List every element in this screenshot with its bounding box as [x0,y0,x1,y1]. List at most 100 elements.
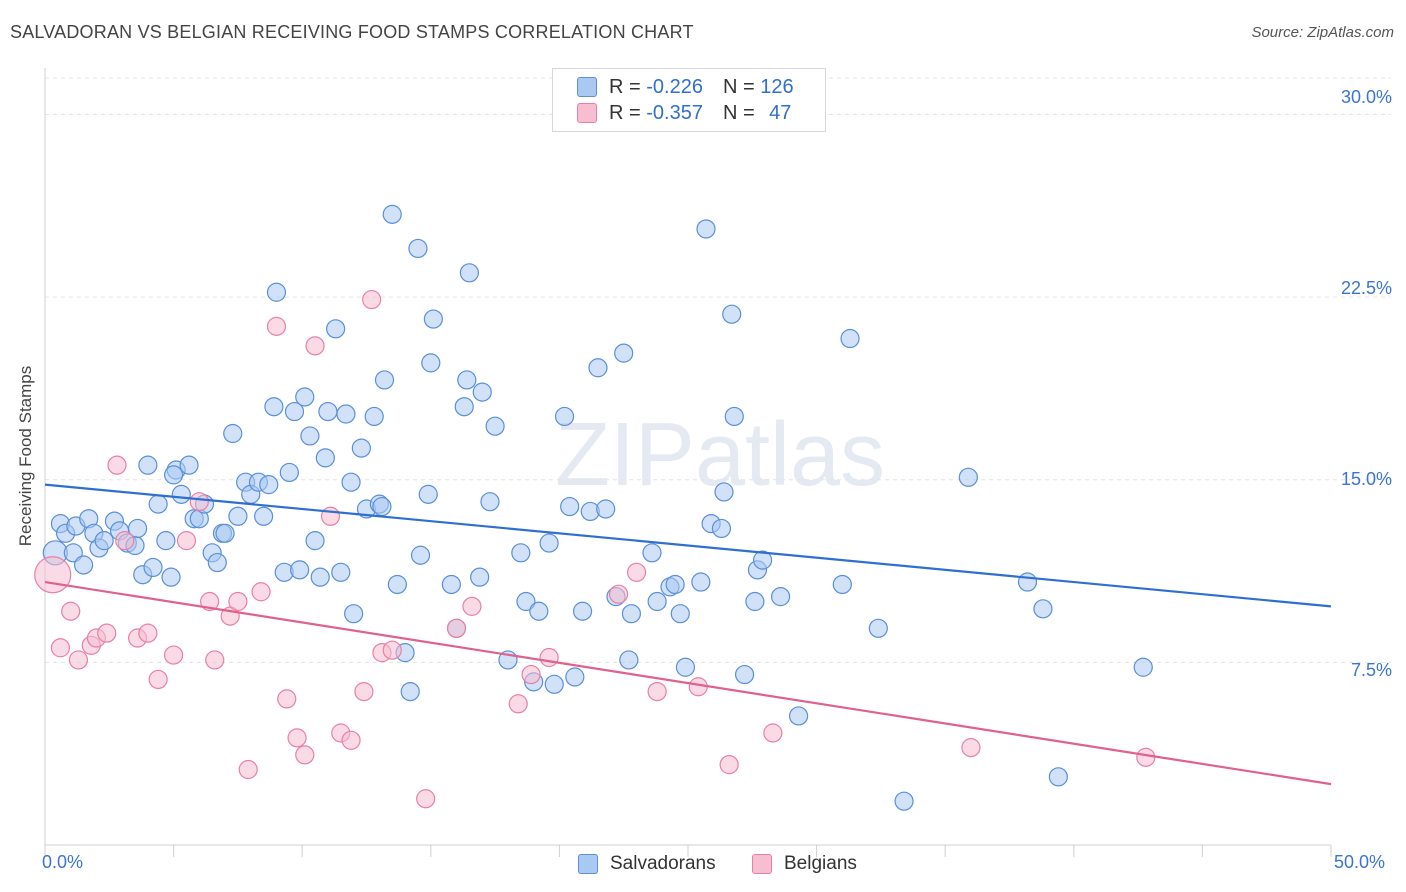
salvadoran-point [1017,572,1038,592]
belgian-point [521,664,541,685]
belgian-point [228,591,248,612]
salvadoran-point [958,467,978,487]
grid [45,77,1391,663]
belgian-point [416,789,436,809]
salvadoran-point [529,601,549,621]
salvadoran-point [619,650,639,670]
salvadoran-point [156,531,176,551]
salvadoran-point [840,328,860,349]
trend-lines [44,483,1332,786]
n-label: N = [722,101,755,124]
salvadoran-point [544,674,564,694]
salvadoran-point [642,543,662,563]
salvadoran-point [745,591,765,612]
salvadoran-point [539,533,559,553]
salvadoran-point [94,531,114,551]
salvadoran-point [408,238,428,259]
belgian-swatch [752,854,772,874]
salvadoran-point [868,618,888,638]
salvadoran-point [344,604,364,624]
belgian-point [138,623,158,643]
belgian-point [61,601,81,621]
r-label: R = [609,75,641,98]
legend-item-salvadorans: Salvadorans [578,852,716,876]
belgian-point [508,694,528,714]
belgian-point [719,755,739,775]
n-value: 126 [760,75,794,98]
belgian-point [189,492,209,512]
belgian-point [148,669,168,690]
salvadoran-point [215,523,235,543]
belgian-point [251,582,271,602]
belgian-point [115,531,135,551]
salvadoran-point [516,591,536,612]
axes [44,68,1332,857]
salvadoran-point [300,426,320,446]
belgian-point [341,730,361,750]
belgian-point [362,289,382,310]
belgian-trend-line [44,580,1332,786]
salvadoran-point [485,416,505,436]
salvadoran-point [423,309,443,329]
belgian-point [539,647,559,668]
salvadoran-point [374,370,395,390]
salvadoran-point [894,791,914,811]
salvadoran-point [310,567,330,587]
x-tick-label: 50.0% [1334,852,1386,872]
salvadoran-point [387,574,407,595]
stats-legend: R = -0.226 N = 126 R = -0.357 N = 47 [552,68,826,132]
y-tick-label: 22.5% [1340,278,1392,298]
salvadoran-point [143,557,163,578]
salvadoran-point [148,494,168,514]
salvadoran-point [711,518,732,539]
belgian-point [446,618,467,638]
salvadoran-point [73,555,94,575]
salvadoran-point [454,397,474,417]
salvadoran-point [223,423,243,444]
salvadoran-point [459,263,479,283]
salvadoran-point [364,406,384,427]
belgian-point [107,455,127,475]
salvadoran-point [691,572,711,592]
salvadoran-point [770,587,791,607]
legend-label: Belgians [784,853,857,874]
salvadoran-point [1048,767,1068,787]
r-label: R = [609,101,641,124]
belgian-point [238,759,258,780]
belgian-point [164,645,184,665]
salvadoran-point [696,219,716,239]
r-value: -0.226 [646,75,703,98]
salvadoran-point [351,438,371,458]
salvadoran-point [279,462,299,483]
salvadoran-point [382,204,402,224]
salvadoran-point [788,706,809,726]
salvadoran-point [164,465,184,485]
y-tick-label: 30.0% [1340,87,1392,107]
salvadoran-point [259,475,279,495]
salvadoran-point [614,343,634,363]
salvadoran-point [372,496,392,517]
salvadoran-points [42,204,1153,811]
salvadoran-point [724,406,744,427]
salvadoran-point [647,591,667,612]
belgian-point [50,638,71,658]
salvadoran-trend-line [44,483,1332,608]
belgian-point [626,562,647,582]
n-value: 47 [769,101,792,124]
stats-row-belgians: R = -0.357 N = 47 [577,101,800,125]
salvadoran-point [341,472,361,492]
stats-row-salvadorans: R = -0.226 N = 126 [577,75,794,99]
salvadoran-point [295,387,315,407]
belgian-point [354,681,374,702]
belgian-point [295,745,315,765]
salvadoran-point [734,664,755,685]
belgian-point [176,531,197,551]
y-tick-label: 7.5% [1350,660,1392,680]
r-value: -0.357 [646,101,703,124]
chart-title: SALVADORAN VS BELGIAN RECEIVING FOOD STA… [10,22,694,42]
belgian-point [1136,747,1156,767]
n-label: N = [722,75,755,98]
salvadoran-point [675,657,696,677]
belgian-point [382,640,402,660]
salvadoran-point [670,604,690,624]
